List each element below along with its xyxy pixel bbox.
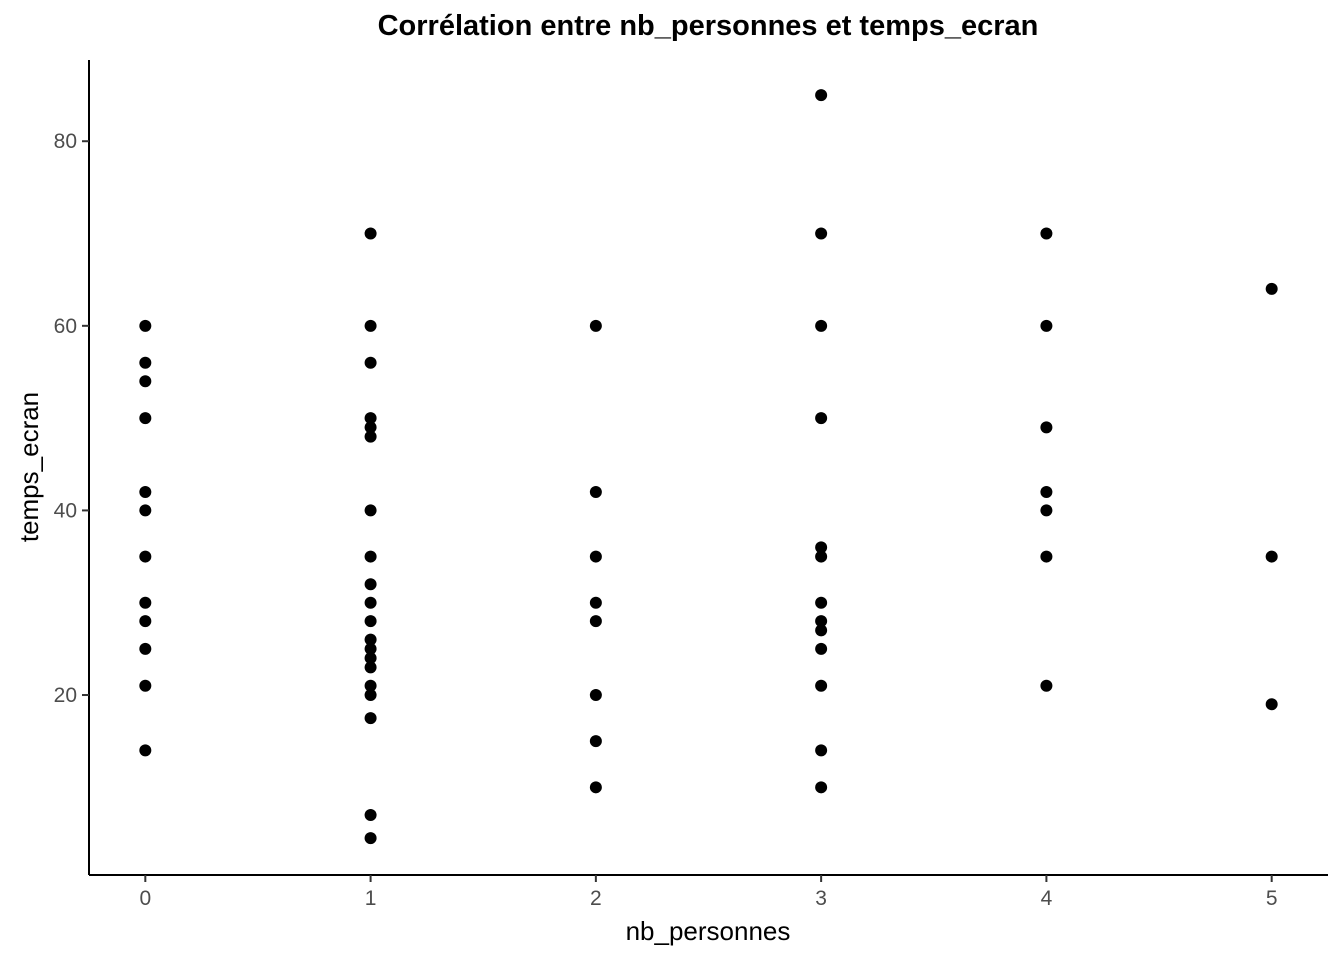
y-tick-label: 20 — [54, 684, 77, 707]
x-axis: 0 1 2 3 4 5 — [89, 874, 1328, 910]
x-tick-label: 1 — [365, 887, 377, 910]
data-point — [1265, 698, 1278, 711]
data-point — [815, 596, 828, 609]
data-point — [815, 679, 828, 692]
data-point — [364, 356, 377, 369]
data-point — [364, 550, 377, 563]
data-point — [589, 485, 602, 498]
data-point — [364, 412, 377, 425]
data-point — [589, 319, 602, 332]
data-point — [815, 615, 828, 628]
data-point — [139, 679, 152, 692]
data-point — [589, 689, 602, 702]
data-point — [364, 679, 377, 692]
data-point — [1040, 504, 1053, 517]
data-point — [815, 541, 828, 554]
data-point — [139, 744, 152, 757]
data-point — [364, 689, 377, 702]
data-point — [1040, 550, 1053, 563]
data-point — [815, 624, 828, 637]
x-tick-label: 0 — [139, 887, 151, 910]
data-point — [364, 809, 377, 822]
data-point — [139, 615, 152, 628]
data-point — [139, 596, 152, 609]
data-point — [139, 319, 152, 332]
data-point — [815, 319, 828, 332]
data-point — [364, 504, 377, 517]
x-axis-title: nb_personnes — [626, 916, 791, 946]
data-point — [815, 550, 828, 563]
data-point — [815, 744, 828, 757]
data-point — [364, 227, 377, 240]
data-point — [1040, 319, 1053, 332]
x-tick-label: 5 — [1266, 887, 1278, 910]
x-tick-label: 2 — [590, 887, 602, 910]
x-tick-label: 3 — [815, 887, 827, 910]
data-point — [364, 832, 377, 845]
y-tick-label: 80 — [54, 130, 77, 153]
data-point — [364, 421, 377, 434]
data-point — [1040, 679, 1053, 692]
data-points — [139, 89, 1278, 845]
y-axis-title: temps_ecran — [14, 392, 44, 542]
data-point — [1040, 421, 1053, 434]
data-point — [815, 642, 828, 655]
data-point — [1040, 227, 1053, 240]
data-point — [589, 550, 602, 563]
y-tick-label: 40 — [54, 499, 77, 522]
data-point — [139, 485, 152, 498]
data-point — [364, 712, 377, 725]
data-point — [364, 430, 377, 443]
data-point — [364, 642, 377, 655]
data-point — [364, 652, 377, 665]
data-point — [364, 615, 377, 628]
data-point — [139, 412, 152, 425]
x-tick-label: 4 — [1041, 887, 1053, 910]
data-point — [1265, 550, 1278, 563]
data-point — [364, 633, 377, 646]
data-point — [139, 504, 152, 517]
data-point — [815, 227, 828, 240]
data-point — [1040, 485, 1053, 498]
data-point — [815, 89, 828, 102]
data-point — [1265, 282, 1278, 295]
chart-title: Corrélation entre nb_personnes et temps_… — [377, 10, 1039, 42]
data-point — [139, 356, 152, 369]
data-point — [589, 615, 602, 628]
data-point — [139, 550, 152, 563]
y-tick-label: 60 — [54, 315, 77, 338]
data-point — [589, 781, 602, 794]
data-point — [589, 596, 602, 609]
data-point — [364, 319, 377, 332]
data-point — [364, 578, 377, 591]
data-point — [364, 596, 377, 609]
data-point — [364, 661, 377, 674]
data-point — [139, 642, 152, 655]
data-point — [815, 781, 828, 794]
y-axis: 20 40 60 80 — [54, 60, 90, 875]
data-point — [815, 412, 828, 425]
data-point — [139, 375, 152, 388]
data-point — [589, 735, 602, 748]
